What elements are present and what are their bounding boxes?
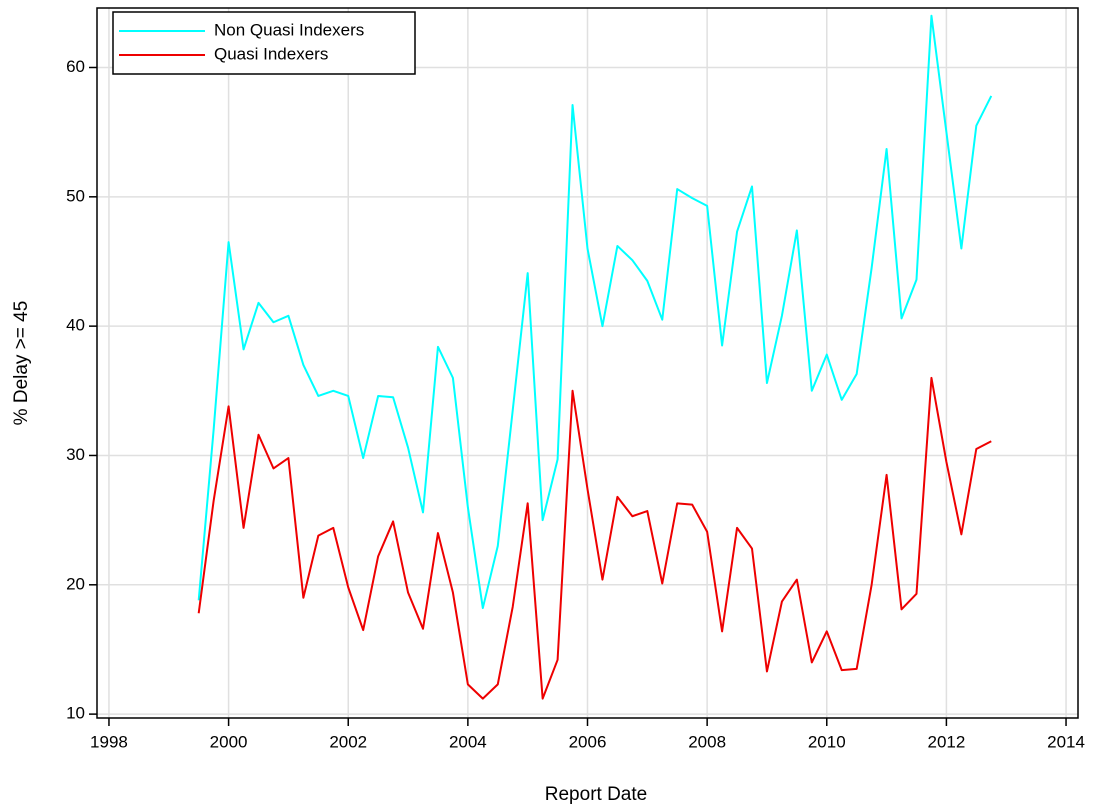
- x-tick-label: 2008: [688, 732, 726, 751]
- y-tick-label: 30: [66, 445, 85, 464]
- y-tick-label: 50: [66, 186, 85, 205]
- y-axis-title: % Delay >= 45: [11, 301, 32, 426]
- data-line: [197, 376, 992, 700]
- x-axis-title: Report Date: [545, 784, 647, 805]
- x-tick-label: 2004: [449, 732, 487, 751]
- legend-box: [112, 11, 416, 75]
- x-tick-label: 2012: [927, 732, 965, 751]
- y-tick-label: 10: [66, 704, 85, 723]
- x-tick-label: 2000: [210, 732, 248, 751]
- x-tick-label: 1998: [90, 732, 128, 751]
- data-line: [197, 14, 993, 610]
- x-tick-label: 2010: [808, 732, 846, 751]
- x-tick-label: 2006: [569, 732, 607, 751]
- plot-frame: [96, 7, 1079, 719]
- y-tick-label: 60: [66, 57, 85, 76]
- legend-label: Quasi Indexers: [214, 44, 328, 63]
- legend-label: Non Quasi Indexers: [214, 20, 364, 39]
- x-tick-label: 2002: [329, 732, 367, 751]
- x-tick-label: 2014: [1047, 732, 1085, 751]
- y-tick-label: 40: [66, 316, 85, 335]
- y-tick-label: 20: [66, 574, 85, 593]
